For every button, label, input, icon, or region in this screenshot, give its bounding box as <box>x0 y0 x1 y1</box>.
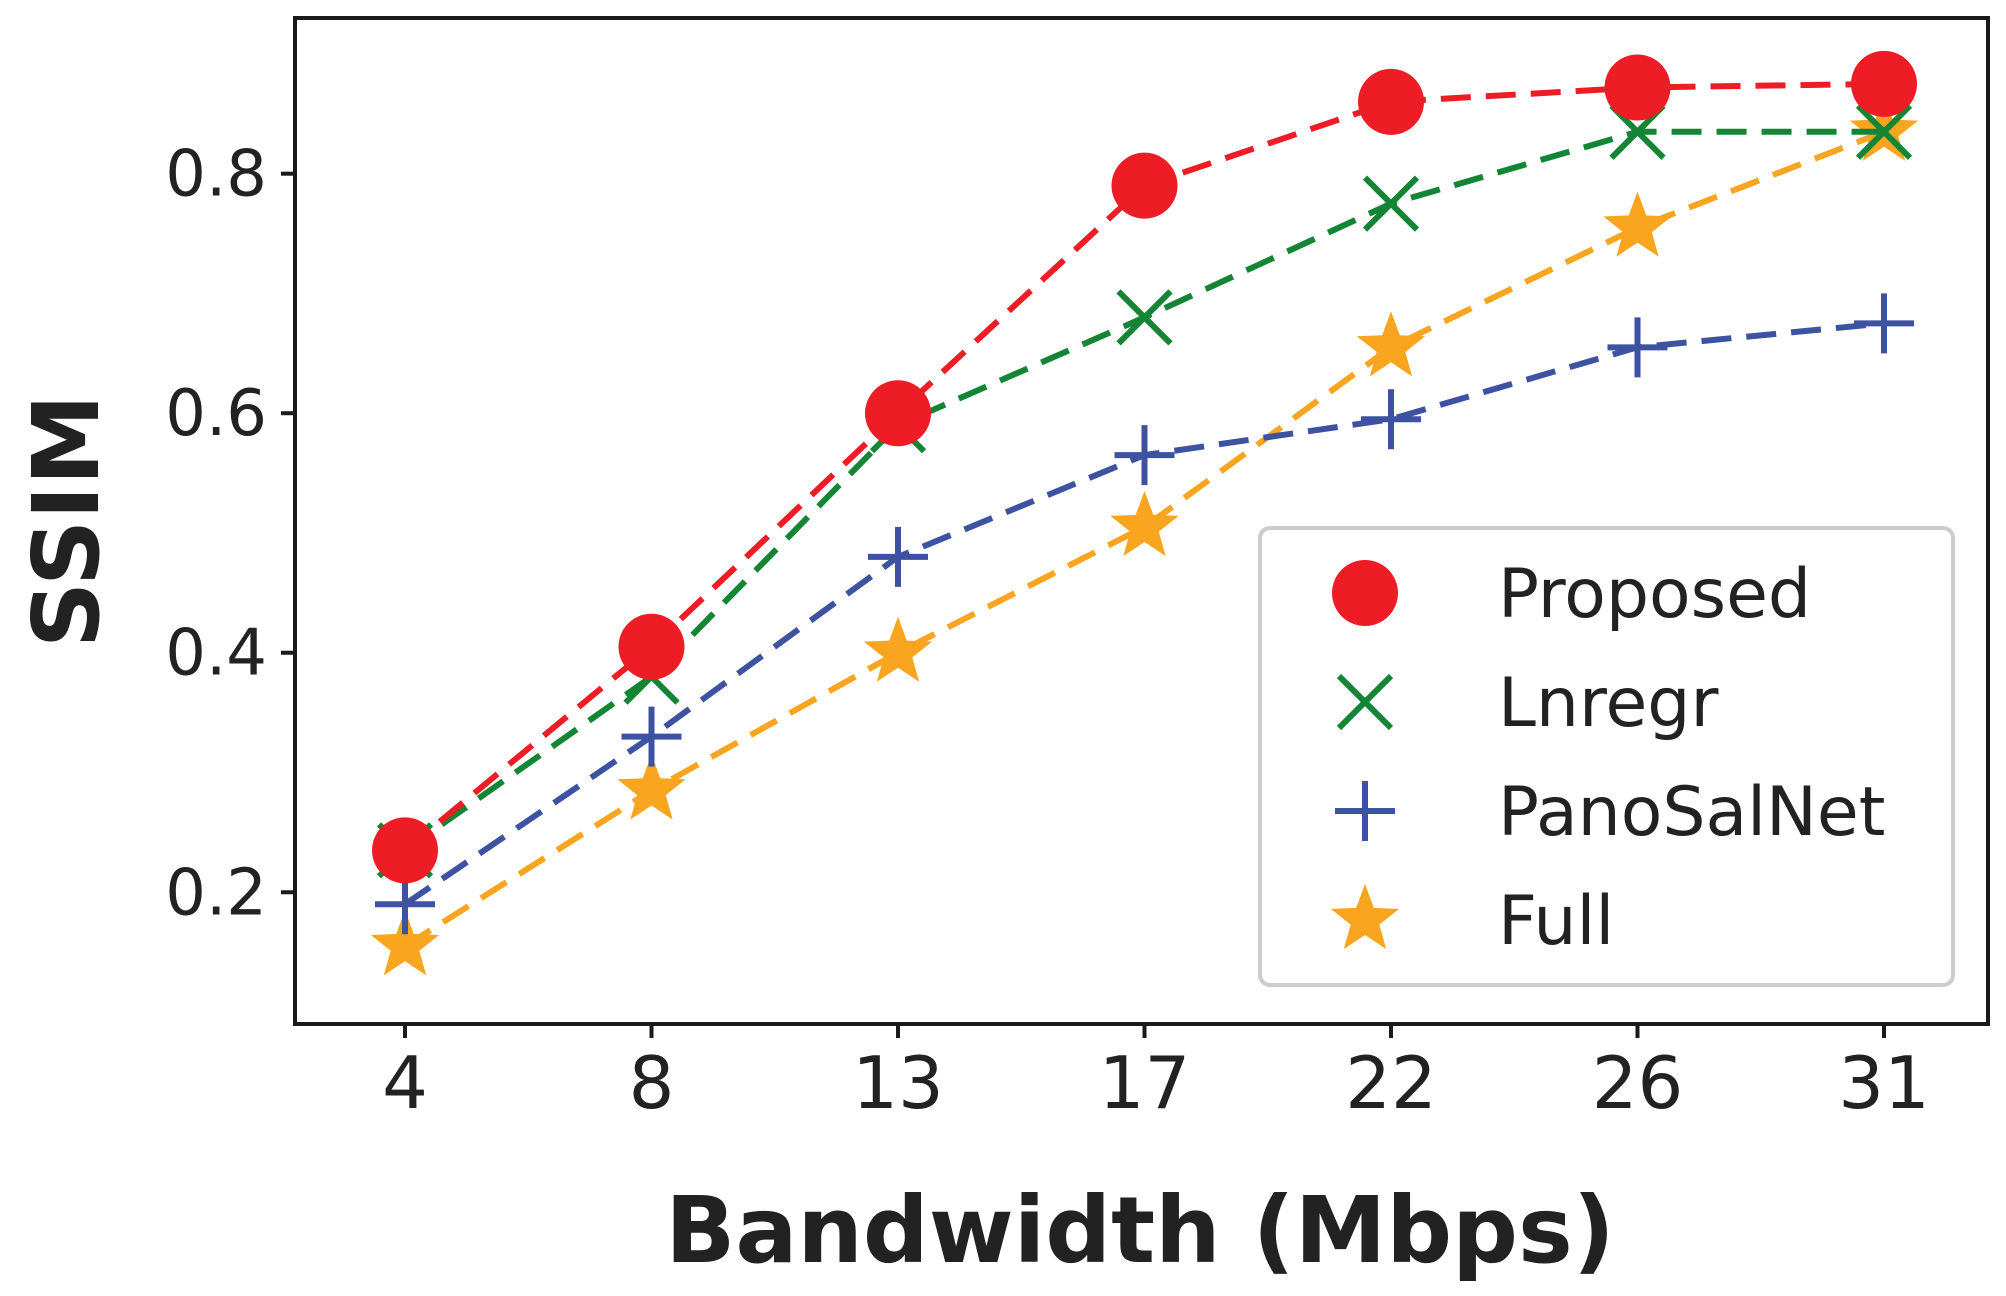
legend-label: Lnregr <box>1498 664 1718 743</box>
data-point <box>617 754 686 820</box>
series-panosalnet <box>375 293 1914 935</box>
x-axis-label: Bandwidth (Mbps) <box>665 1177 1615 1284</box>
legend-entry: Proposed <box>1332 555 1811 634</box>
data-point <box>1110 491 1179 557</box>
y-tick-label: 0.6 <box>165 377 267 451</box>
legend-entry: Lnregr <box>1336 664 1718 743</box>
legend-entry: Full <box>1330 882 1614 961</box>
data-point <box>618 613 685 680</box>
data-point <box>1114 425 1175 486</box>
legend-marker <box>1332 560 1398 626</box>
data-point <box>370 910 440 976</box>
data-point <box>1851 50 1917 117</box>
data-point <box>1358 68 1424 135</box>
data-point <box>1604 54 1671 121</box>
x-tick-label: 17 <box>1099 1041 1191 1125</box>
legend-box <box>1258 526 1955 987</box>
data-point <box>863 616 933 682</box>
x-tick-label: 31 <box>1838 1041 1930 1125</box>
legend-marker <box>1335 781 1395 841</box>
y-axis-label: SSIM <box>13 394 120 648</box>
y-tick-label: 0.8 <box>165 138 267 212</box>
x-tick-label: 8 <box>629 1041 675 1125</box>
data-point <box>1603 191 1672 257</box>
x-axis: 4 8 13 17 22 26 31 <box>382 1024 1930 1125</box>
x-tick-label: 13 <box>852 1041 944 1125</box>
data-point <box>375 874 435 935</box>
data-point <box>1361 389 1421 450</box>
legend-label: Full <box>1498 882 1614 961</box>
y-tick-label: 0.2 <box>165 856 267 930</box>
x-tick-label: 26 <box>1592 1041 1684 1125</box>
legend-label: Proposed <box>1498 555 1811 634</box>
x-tick-label: 4 <box>382 1041 428 1125</box>
y-tick-label: 0.4 <box>165 617 267 691</box>
data-point <box>1356 311 1426 377</box>
series-proposed <box>372 50 1917 884</box>
data-point <box>1116 289 1173 346</box>
legend-marker <box>1330 884 1400 950</box>
data-point <box>868 526 928 587</box>
plot-area-frame <box>293 16 1990 1026</box>
legend-entry: PanoSalNet <box>1335 773 1885 852</box>
legend-label: PanoSalNet <box>1498 773 1885 852</box>
data-point <box>1607 317 1668 378</box>
data-point <box>1362 175 1420 232</box>
data-point <box>621 706 682 767</box>
series-layer <box>370 50 1919 976</box>
data-point <box>1111 152 1178 219</box>
data-point <box>1854 293 1914 354</box>
legend: Proposed Lnregr PanoSalNet Full <box>1258 526 1955 987</box>
x-tick-label: 22 <box>1345 1041 1437 1125</box>
y-axis: 0.2 0.4 0.6 0.8 <box>165 138 295 930</box>
data-point <box>865 380 931 447</box>
data-point <box>372 817 438 884</box>
legend-marker <box>1336 673 1394 731</box>
data-point <box>1855 103 1913 160</box>
